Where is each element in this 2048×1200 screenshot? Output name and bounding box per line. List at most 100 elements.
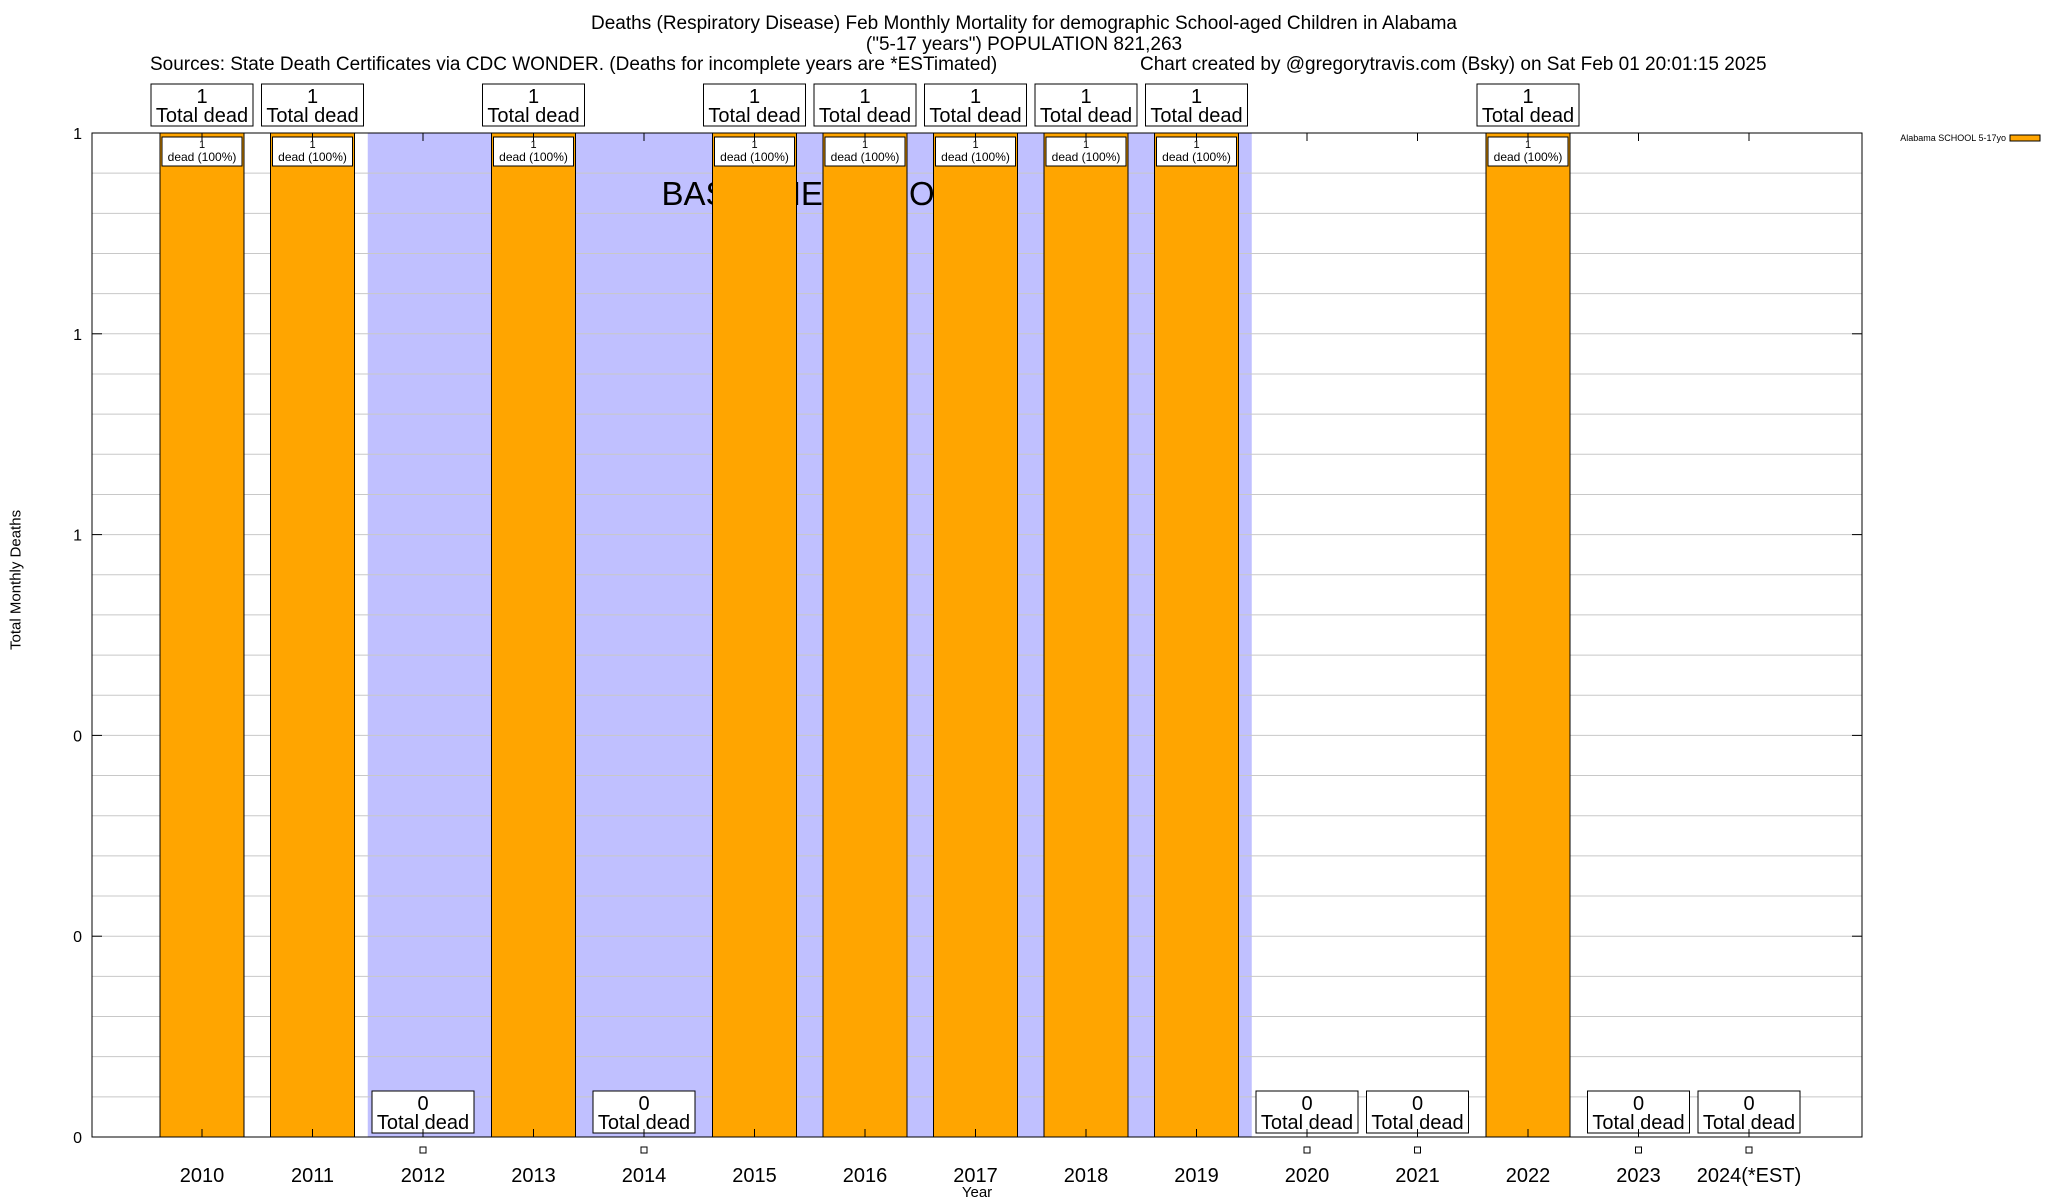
total-label-box (371, 1090, 475, 1134)
total-label-count: 1 (196, 86, 207, 108)
x-tick-label: 2013 (511, 1165, 556, 1187)
bar-inner-label-text: dead (100%) (499, 150, 568, 164)
bar-2019 (1154, 132, 1239, 1138)
bar-inner-label-count: 1 (309, 139, 315, 151)
total-label-box (482, 83, 585, 127)
credit-note: Chart created by @gregorytravis.com (Bsk… (1140, 54, 1767, 75)
total-label-count: 1 (1191, 86, 1202, 108)
bar-inner-label-box (272, 136, 353, 167)
total-label-box (1034, 83, 1138, 127)
bar-inner-label-text: dead (100%) (1494, 150, 1563, 164)
bar-2016 (822, 132, 908, 1138)
total-label-text: Total dead (708, 105, 800, 127)
total-label-text: Total dead (1261, 1112, 1353, 1134)
total-label-count: 0 (1412, 1093, 1423, 1115)
x-tick-label: 2011 (291, 1165, 334, 1187)
total-label-text: Total dead (266, 105, 358, 127)
total-label-box (1587, 1090, 1690, 1134)
chart-subtitle: ("5-17 years") POPULATION 821,263 (865, 34, 1183, 55)
bar-inner-label-text: dead (100%) (831, 150, 900, 164)
bar-2015 (712, 132, 797, 1138)
total-label-count: 1 (528, 86, 539, 108)
bar-inner-label-count: 1 (972, 139, 978, 151)
total-label-box (1366, 1090, 1469, 1134)
x-tick-label: 2019 (1174, 1165, 1219, 1187)
total-label-text: Total dead (1592, 1112, 1684, 1134)
baseline-period-label: BASELINE PERIOD (661, 175, 958, 212)
bar-2011 (270, 132, 355, 1138)
chart-title: Deaths (Respiratory Disease) Feb Monthly… (591, 13, 1457, 34)
bar-2013 (491, 132, 576, 1138)
x-tick-label: 2022 (1506, 1165, 1551, 1187)
total-label-box (150, 83, 254, 127)
total-label-count: 0 (1633, 1093, 1644, 1115)
total-label-box (592, 1090, 696, 1134)
bar-inner-label-box (1156, 136, 1237, 167)
bar-inner-label-text: dead (100%) (720, 150, 789, 164)
total-label-text: Total dead (377, 1112, 469, 1134)
bar-inner-label-box (1487, 136, 1569, 167)
bar-inner-label-count: 1 (199, 139, 205, 151)
zero-marker-2014 (640, 1146, 648, 1154)
zero-marker-2021 (1414, 1146, 1421, 1154)
bar-inner-label-box (824, 136, 906, 167)
total-label-count: 1 (970, 86, 981, 108)
bar-inner-label-text: dead (100%) (1162, 150, 1231, 164)
total-label-box (1145, 83, 1248, 127)
zero-marker-2012 (419, 1146, 427, 1154)
total-label-box (261, 83, 364, 127)
bar-2010 (159, 132, 245, 1138)
x-tick-label: 2024(*EST) (1697, 1165, 1802, 1187)
bar-inner-label-text: dead (100%) (1052, 150, 1121, 164)
total-label-count: 0 (638, 1093, 649, 1115)
total-label-count: 1 (1522, 86, 1533, 108)
total-label-box (1476, 83, 1580, 127)
x-tick-label: 2010 (180, 1165, 225, 1187)
bar-inner-label-count: 1 (1525, 139, 1531, 151)
total-label-box (703, 83, 806, 127)
bar-2022 (1485, 132, 1571, 1138)
bar-inner-label-box (935, 136, 1016, 167)
total-label-text: Total dead (1150, 105, 1242, 127)
total-label-text: Total dead (598, 1112, 690, 1134)
x-tick-label: 2023 (1616, 1165, 1661, 1187)
total-label-count: 1 (859, 86, 870, 108)
bar-inner-label-count: 1 (751, 139, 757, 151)
y-tick-label: 1 (73, 126, 82, 143)
zero-marker-2020 (1303, 1146, 1311, 1154)
total-label-text: Total dead (1371, 1112, 1463, 1134)
y-tick-label: 0 (73, 728, 82, 745)
plot-frame (91, 132, 1863, 1138)
total-label-text: Total dead (487, 105, 579, 127)
total-label-text: Total dead (1703, 1112, 1795, 1134)
total-label-text: Total dead (819, 105, 911, 127)
sources-note: Sources: State Death Certificates via CD… (150, 54, 998, 75)
total-label-count: 0 (1743, 1093, 1754, 1115)
x-tick-label: 2021 (1395, 1165, 1440, 1187)
x-tick-label: 2017 (953, 1165, 998, 1187)
x-tick-label: 2018 (1064, 1165, 1109, 1187)
bar-inner-label-count: 1 (862, 139, 868, 151)
total-label-box (813, 83, 917, 127)
total-label-count: 1 (307, 86, 318, 108)
x-tick-label: 2014 (622, 1165, 667, 1187)
x-tick-label: 2020 (1285, 1165, 1330, 1187)
